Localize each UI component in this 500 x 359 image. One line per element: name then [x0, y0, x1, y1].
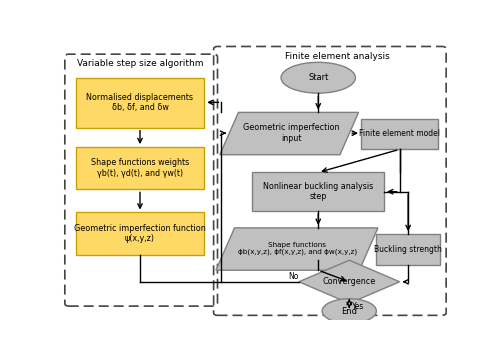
Text: Variable step size algorithm: Variable step size algorithm — [77, 59, 203, 67]
Polygon shape — [299, 260, 400, 303]
Text: Nonlinear buckling analysis
step: Nonlinear buckling analysis step — [263, 182, 374, 201]
Text: Convergence: Convergence — [322, 277, 376, 286]
Text: No: No — [288, 272, 298, 281]
Text: Yes: Yes — [352, 302, 364, 311]
Bar — [76, 147, 204, 190]
Text: Geometric imperfection function
ψ(x,y,z): Geometric imperfection function ψ(x,y,z) — [74, 224, 206, 243]
Bar — [76, 213, 204, 255]
Text: End: End — [341, 307, 357, 316]
Text: Geometric imperfection
input: Geometric imperfection input — [243, 123, 340, 143]
Bar — [76, 78, 204, 128]
Text: Normalised displacements
δb, δf, and δw: Normalised displacements δb, δf, and δw — [86, 93, 194, 112]
Polygon shape — [220, 112, 358, 155]
Text: Finite element model: Finite element model — [359, 130, 440, 139]
Text: Shape functions weights
γb(t), γd(t), and γw(t): Shape functions weights γb(t), γd(t), an… — [91, 158, 189, 177]
Text: Shape functions
ϕb(x,y,z), ϕf(x,y,z), and ϕw(x,y,z): Shape functions ϕb(x,y,z), ϕf(x,y,z), an… — [238, 242, 357, 255]
Ellipse shape — [281, 62, 355, 93]
Bar — [252, 172, 384, 211]
Text: Finite element analysis: Finite element analysis — [285, 52, 390, 61]
Ellipse shape — [322, 299, 376, 323]
Text: Start: Start — [308, 73, 328, 82]
Bar — [361, 118, 438, 149]
Text: Buckling strength: Buckling strength — [374, 245, 442, 254]
Polygon shape — [216, 228, 378, 270]
Bar — [376, 234, 440, 265]
